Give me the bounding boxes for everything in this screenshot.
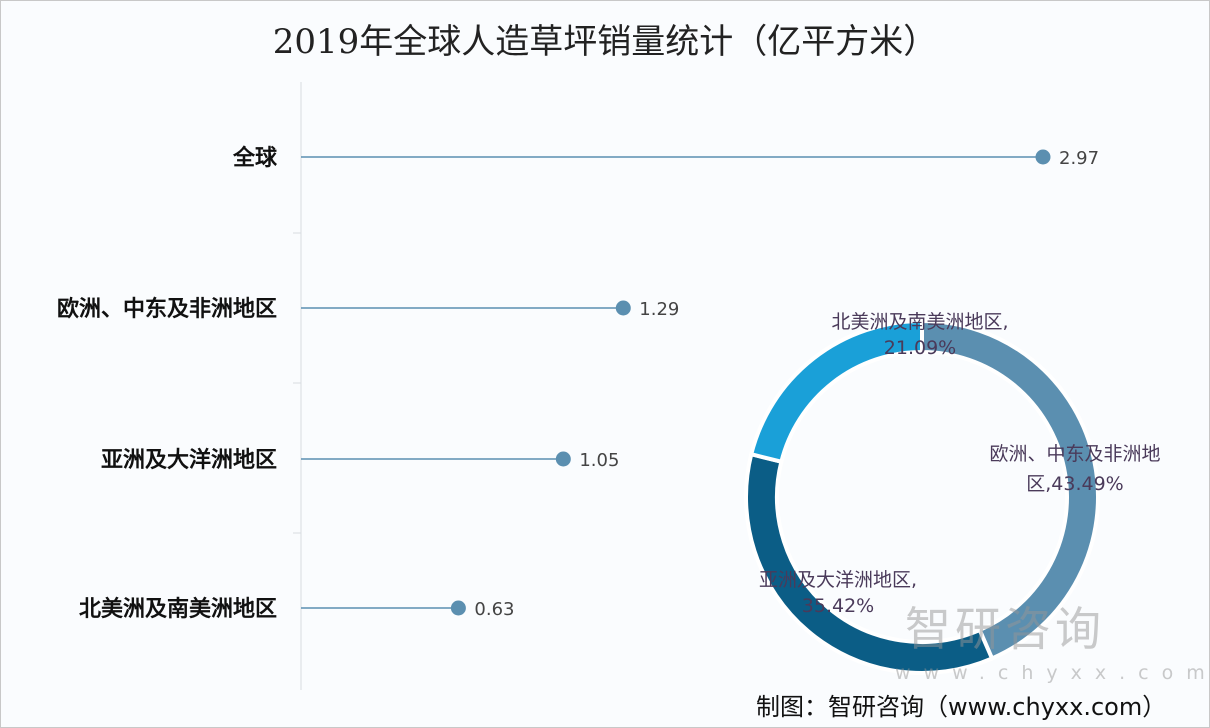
watermark-logo: 智研咨询 (905, 604, 1105, 654)
lollipop-dot (1035, 149, 1051, 165)
lollipop-dot (615, 300, 631, 316)
category-label: 北美洲及南美洲地区 (79, 596, 277, 622)
donut-slice (748, 318, 924, 465)
category-label: 亚洲及大洋洲地区 (101, 447, 277, 473)
category-label: 全球 (232, 145, 278, 171)
lollipop-dot (450, 600, 466, 616)
pie-label: 欧洲、中东及非洲地区,43.49% (989, 443, 1160, 495)
data-label: 0.63 (474, 599, 514, 620)
chart-title: 2019年全球人造草坪销量统计（亿平方米） (272, 22, 938, 62)
category-label: 欧洲、中东及非洲地区 (57, 296, 277, 322)
source-note: 制图：智研咨询（www.chyxx.com） (756, 693, 1167, 721)
pie-label: 亚洲及大洋洲地区, 35.42% (759, 569, 917, 617)
data-label: 1.29 (639, 299, 679, 320)
data-label: 1.05 (579, 450, 619, 471)
watermark-url: www.chyxx.com (895, 662, 1210, 684)
watermark-logo-text: 智研咨询 (905, 602, 1105, 656)
data-label: 2.97 (1059, 148, 1099, 169)
lollipop-dot (555, 451, 571, 467)
pie-label: 北美洲及南美洲地区, 21.09% (831, 311, 1008, 359)
